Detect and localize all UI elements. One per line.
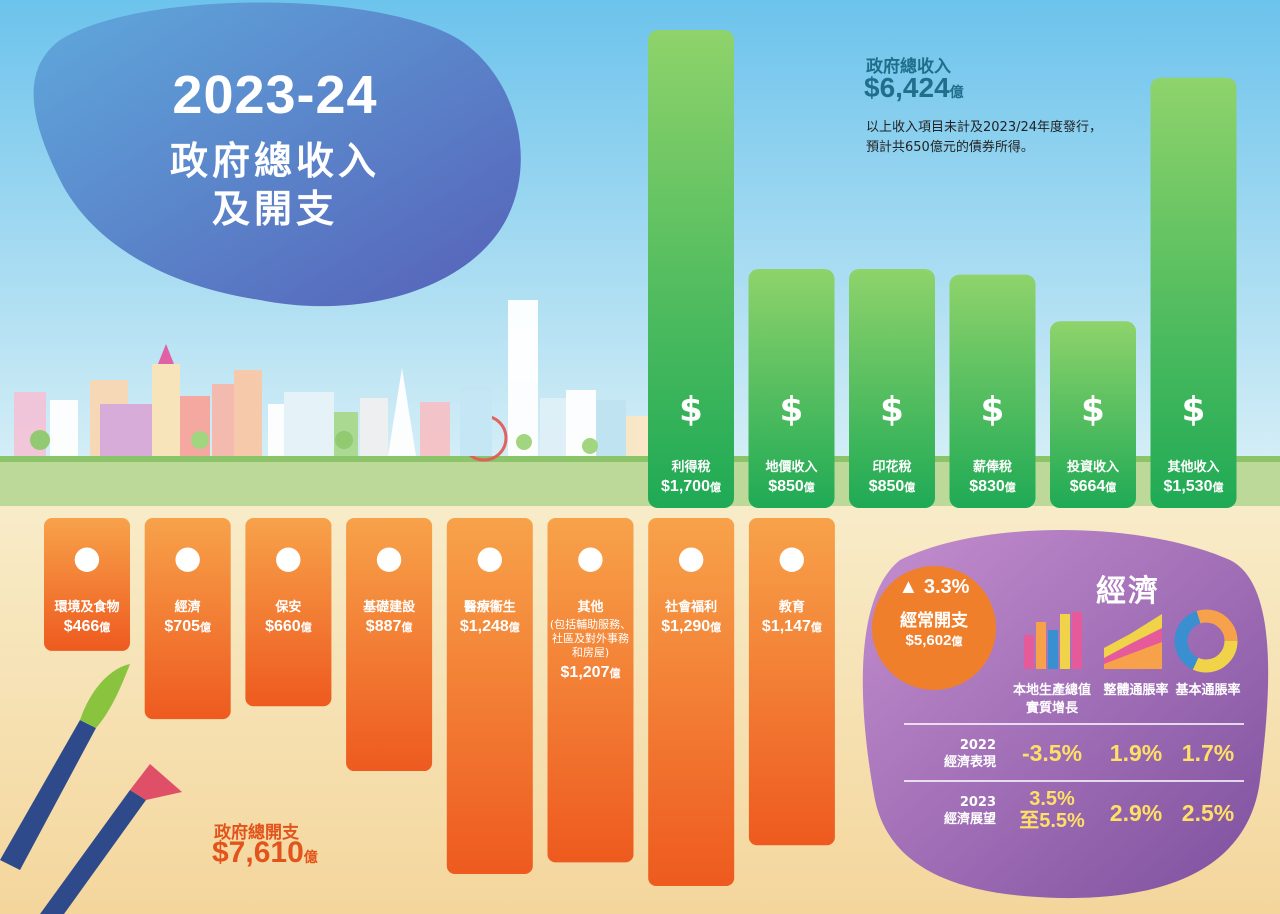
gdp-bars-icon — [1024, 612, 1082, 669]
salary-person-icon: $ — [980, 390, 1005, 430]
title-blob — [33, 2, 521, 307]
expenditure-bar-2 — [245, 518, 332, 707]
econ-2022-underlying: 1.7% — [1181, 740, 1235, 766]
expenditure-bar-1 — [144, 518, 231, 720]
medical-kit-icon: ● — [475, 538, 504, 576]
revenue-total-amount: $6,424億 — [864, 72, 964, 103]
revenue-bar-value-2: $850億 — [868, 478, 916, 495]
expenditure-bar-label-3: 基礎建設 — [363, 600, 416, 615]
land-building-icon: $ — [779, 390, 804, 430]
expenditure-bar-value-2: $660億 — [265, 618, 312, 635]
expenditure-bar-label-7: 教育 — [778, 600, 805, 615]
heart-hand-icon: ● — [677, 538, 706, 576]
expenditure-bar-label-5: 其他 — [577, 600, 604, 615]
revenue-bar-3 — [949, 274, 1036, 508]
revenue-bar-label-2: 印花稅 — [872, 460, 912, 475]
police-officers-icon: ● — [274, 538, 303, 576]
revenue-bar-5 — [1150, 77, 1237, 509]
econ-2022-inflation: 1.9% — [1109, 740, 1163, 766]
graduation-cap-icon: ● — [777, 538, 806, 576]
year-title: 2023-24 — [172, 65, 378, 125]
econ-header-gdp: 本地生產總值 實質增長 — [1012, 683, 1091, 716]
expenditure-bar-label-6: 社會福利 — [665, 600, 718, 615]
econ-row-2022-label: 2022 經濟表現 — [943, 738, 996, 770]
revenue-bar-0 — [648, 30, 734, 508]
title-line-2: 及開支 — [211, 187, 338, 231]
expenditure-bar-value-6: $1,290億 — [661, 618, 722, 635]
expenditure-bars — [44, 518, 835, 886]
paintbrush-decoration — [0, 664, 182, 914]
expenditure-total-label: 政府總開支 — [214, 823, 299, 843]
econ-2022-gdp: -3.5% — [1021, 740, 1083, 766]
revenue-bar-label-5: 其他收入 — [1167, 460, 1220, 475]
expenditure-bar-label-0: 環境及食物 — [54, 600, 120, 615]
investment-bars-icon: $ — [1081, 390, 1105, 430]
recurrent-label: 經常開支 — [900, 611, 968, 631]
revenue-bars — [648, 30, 1237, 509]
stamp-seal-icon: $ — [880, 390, 904, 430]
expenditure-bar-label-4: 醫療衞生 — [463, 600, 516, 615]
tree-fish-apple-icon: ● — [73, 538, 101, 576]
expenditure-bar-value-7: $1,147億 — [761, 618, 822, 635]
expenditure-bar-4 — [446, 518, 533, 875]
revenue-bar-value-5: $1,530億 — [1163, 478, 1224, 495]
expenditure-bar-label-2: 保安 — [275, 600, 302, 615]
money-bag-icon: $ — [1181, 390, 1206, 430]
revenue-bar-value-1: $850億 — [768, 478, 815, 495]
coin-stack-icon: ● — [173, 538, 202, 576]
economy-title: 經濟 — [1096, 574, 1160, 609]
growth-chart-icon: $ — [679, 390, 703, 430]
expenditure-bar-6 — [648, 518, 735, 886]
revenue-bar-1 — [748, 269, 835, 508]
recurrent-badge — [872, 566, 996, 690]
revenue-bar-value-0: $1,700億 — [661, 478, 721, 495]
title-line-1: 政府總收入 — [169, 139, 380, 183]
expenditure-bar-5 — [547, 518, 634, 863]
revenue-bar-value-4: $664億 — [1069, 478, 1117, 495]
expenditure-bar-value-1: $705億 — [164, 618, 211, 635]
underlying-inflation-donut-icon — [1174, 609, 1238, 673]
econ-2023-underlying: 2.5% — [1181, 800, 1235, 826]
expenditure-bar-value-4: $1,248億 — [459, 618, 520, 635]
revenue-bar-2 — [849, 269, 935, 508]
expenditure-bar-7 — [748, 518, 835, 846]
revenue-note: 以上收入項目未計及2023/24年度發行， 預計共650億元的債券所得。 — [866, 120, 1103, 155]
recurrent-growth: ▲ 3.3% — [898, 576, 970, 598]
econ-row-2023-label: 2023 經濟展望 — [943, 795, 996, 827]
expenditure-bar-label-1: 經濟 — [174, 600, 201, 615]
revenue-bar-label-0: 利得稅 — [671, 460, 711, 475]
revenue-bar-label-4: 投資收入 — [1066, 460, 1119, 475]
expenditure-bar-3 — [346, 518, 433, 772]
econ-header-inflation: 整體通脹率 — [1103, 683, 1169, 698]
expenditure-total-amount: $7,610億 — [212, 836, 318, 869]
econ-2023-gdp: 3.5% 至5.5% — [1019, 788, 1085, 832]
revenue-bar-4 — [1050, 321, 1136, 508]
revenue-total-label: 政府總收入 — [866, 57, 951, 77]
revenue-bar-label-1: 地價收入 — [765, 460, 818, 475]
expenditure-bar-value-0: $466億 — [63, 618, 111, 635]
econ-header-underlying: 基本通脹率 — [1175, 683, 1241, 698]
revenue-bar-value-3: $830億 — [969, 478, 1016, 495]
city-skyline — [14, 300, 650, 462]
inflation-area-icon — [1104, 614, 1162, 669]
expenditure-bar-value-5: $1,207億 — [560, 664, 621, 681]
revenue-bar-label-3: 薪俸稅 — [972, 460, 1012, 475]
family-icon: ● — [576, 538, 605, 576]
excavator-icon: ● — [375, 538, 404, 576]
expenditure-bar-value-3: $887億 — [365, 618, 413, 635]
expenditure-bar-0 — [44, 518, 130, 651]
expenditure-bar-note-5: (包括輔助服務、 社區及對外事務 和房屋) — [549, 618, 632, 659]
recurrent-amount: $5,602億 — [905, 632, 963, 649]
econ-2023-inflation: 2.9% — [1109, 800, 1163, 826]
